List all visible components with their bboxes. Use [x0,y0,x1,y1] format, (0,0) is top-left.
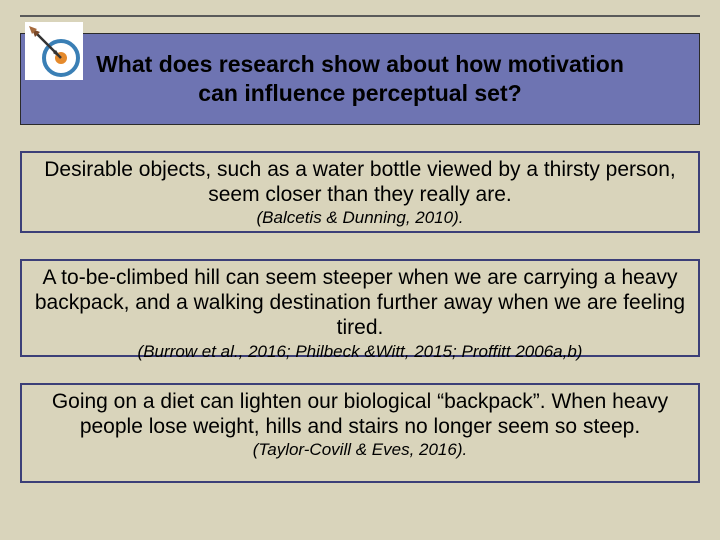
info-box-2: A to-be-climbed hill can seem steeper wh… [20,259,700,357]
header-title: What does research show about how motiva… [26,50,694,108]
header-line2: can influence perceptual set? [198,80,521,106]
info-cite-3: (Taylor-Covill & Eves, 2016). [32,440,688,460]
info-main-3: Going on a diet can lighten our biologic… [32,389,688,439]
info-main-1: Desirable objects, such as a water bottl… [32,157,688,207]
target-arrow-icon [25,22,83,80]
info-cite-1: (Balcetis & Dunning, 2010). [32,208,688,228]
header-block: What does research show about how motiva… [20,33,700,125]
header-line1: What does research show about how motiva… [96,51,624,77]
info-main-2: A to-be-climbed hill can seem steeper wh… [32,265,688,341]
info-cite-2: (Burrow et al., 2016; Philbeck &Witt, 20… [32,342,688,362]
info-box-3: Going on a diet can lighten our biologic… [20,383,700,483]
info-box-1: Desirable objects, such as a water bottl… [20,151,700,233]
top-rule [20,15,700,17]
